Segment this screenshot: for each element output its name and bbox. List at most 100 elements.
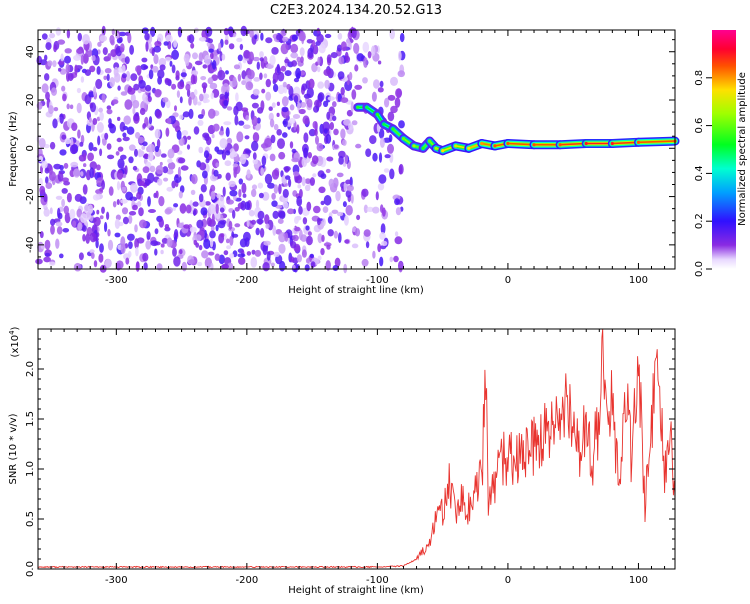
noise-cell (316, 33, 324, 43)
noise-cell (47, 60, 53, 67)
y-tick-label: 40 (25, 45, 36, 58)
noise-cell (321, 234, 325, 242)
noise-cell (177, 26, 182, 38)
noise-cell (256, 61, 260, 70)
noise-cell (99, 187, 104, 192)
noise-cell (383, 168, 390, 173)
noise-cell (282, 132, 288, 138)
noise-cell (208, 48, 214, 53)
noise-cell (245, 115, 249, 121)
noise-cell (114, 232, 121, 238)
noise-cell (80, 171, 84, 177)
noise-cell (183, 224, 190, 229)
noise-cell (106, 143, 112, 150)
noise-cell (317, 56, 321, 65)
noise-cell (106, 109, 113, 115)
noise-cell (80, 76, 85, 83)
noise-cell (241, 107, 249, 112)
noise-cell (64, 138, 72, 145)
noise-cell (127, 32, 132, 44)
noise-cell (348, 71, 353, 81)
noise-cell (209, 82, 218, 90)
noise-cell (57, 207, 61, 219)
noise-cell (227, 262, 234, 271)
noise-cell (387, 94, 396, 101)
noise-cell (202, 64, 208, 69)
noise-cell (304, 178, 311, 185)
noise-cell (74, 193, 83, 202)
noise-cell (350, 194, 354, 204)
noise-cell (134, 224, 138, 233)
noise-cell (76, 102, 82, 114)
noise-cell (111, 99, 119, 105)
noise-cell (283, 166, 291, 172)
noise-cell (344, 51, 349, 62)
noise-cell (314, 99, 322, 108)
noise-cell (235, 92, 239, 102)
noise-cell (57, 60, 65, 66)
noise-cell (121, 186, 127, 192)
noise-cell (53, 107, 59, 112)
noise-cell (223, 27, 229, 36)
noise-cell (289, 104, 295, 111)
noise-cell (124, 165, 128, 175)
noise-cell (256, 218, 264, 225)
noise-cell (136, 201, 142, 207)
noise-cell (51, 87, 57, 96)
noise-cell (45, 182, 53, 190)
noise-cell (144, 32, 150, 41)
noise-cell (186, 144, 191, 150)
noise-cell (146, 231, 151, 240)
noise-cell (221, 53, 226, 61)
noise-cell (251, 184, 258, 190)
spectrogram-noise-cells (35, 25, 406, 274)
noise-cell (133, 83, 140, 91)
noise-cell (106, 211, 110, 220)
noise-cell (90, 102, 96, 113)
noise-cell (316, 217, 321, 226)
noise-cell (299, 31, 306, 42)
noise-cell (127, 85, 133, 93)
noise-cell (228, 180, 236, 188)
noise-cell (270, 262, 275, 267)
noise-cell (378, 152, 383, 163)
noise-cell (116, 199, 120, 205)
noise-cell (218, 130, 224, 136)
noise-cell (295, 175, 303, 184)
noise-cell (171, 49, 180, 60)
noise-cell (278, 183, 282, 195)
noise-cell (373, 79, 380, 89)
noise-cell (331, 209, 339, 214)
noise-cell (62, 93, 67, 102)
noise-cell (318, 186, 326, 194)
noise-cell (190, 189, 196, 195)
noise-cell (186, 135, 192, 140)
noise-cell (294, 226, 301, 232)
noise-cell (61, 188, 68, 194)
noise-cell (175, 70, 180, 79)
noise-cell (267, 182, 275, 189)
noise-cell (270, 134, 276, 144)
noise-cell (255, 199, 260, 209)
noise-cell (216, 149, 224, 155)
noise-cell (332, 265, 339, 271)
noise-cell (156, 138, 161, 149)
noise-cell (257, 182, 264, 189)
noise-cell (197, 114, 204, 119)
noise-cell (324, 79, 330, 89)
noise-cell (117, 158, 125, 169)
noise-cell (159, 161, 163, 166)
noise-cell (395, 88, 403, 98)
noise-cell (221, 263, 229, 270)
noise-cell (117, 146, 124, 152)
noise-cell (377, 243, 382, 253)
noise-cell (164, 224, 170, 229)
noise-cell (233, 64, 241, 70)
noise-cell (318, 43, 326, 54)
noise-cell (394, 198, 400, 206)
noise-cell (162, 166, 169, 174)
noise-cell (306, 98, 313, 108)
noise-cell (361, 258, 369, 267)
noise-cell (295, 67, 301, 79)
noise-cell (93, 216, 101, 227)
